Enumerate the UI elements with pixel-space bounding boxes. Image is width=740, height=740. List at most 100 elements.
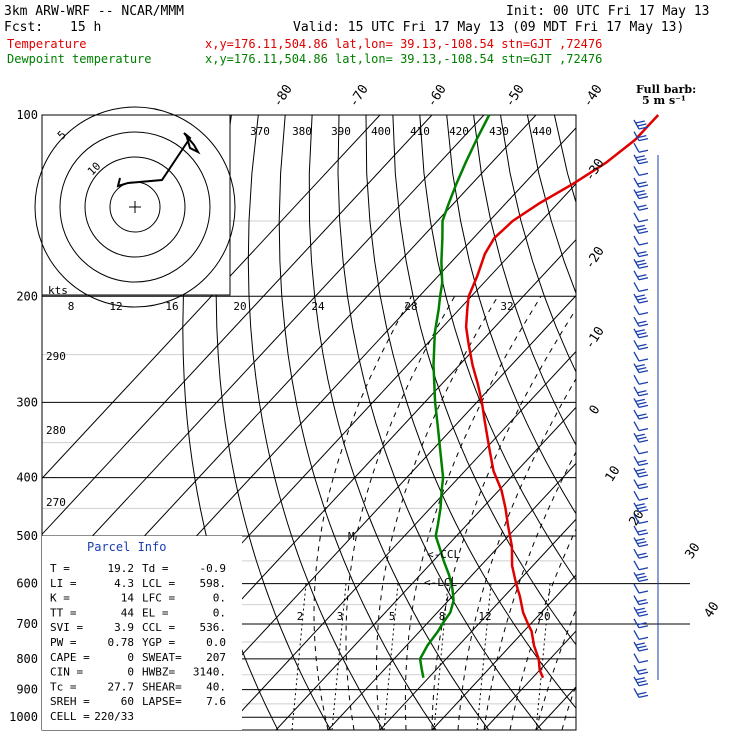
parcel-value: 536. <box>200 621 227 634</box>
mixing-ratio-label: 12 <box>478 610 491 623</box>
barb-staff <box>633 351 640 362</box>
isotherm-label: -30 <box>582 156 607 184</box>
dry-adiabat-label: 270 <box>46 496 66 509</box>
speed-scale-label: 12 <box>109 300 122 313</box>
wind-barb <box>633 363 649 374</box>
hodograph-ring <box>84 156 186 258</box>
wind-barb <box>633 432 649 443</box>
isotherm-label: 20 <box>627 507 648 528</box>
dry-adiabat <box>278 115 437 730</box>
wind-barb <box>633 386 649 397</box>
dewpoint-location: x,y=176.11,504.86 lat,lon= 39.13,-108.54… <box>205 52 602 66</box>
parcel-key: LCL = <box>142 577 175 590</box>
wind-barb <box>633 548 649 559</box>
barb-flag <box>637 610 647 614</box>
barb-flag <box>635 503 645 507</box>
barb-staff <box>633 212 640 223</box>
wind-barb <box>633 479 649 490</box>
barb-flag <box>637 192 647 197</box>
barb-flag <box>638 207 649 211</box>
dry-adiabats <box>182 115 576 730</box>
barb-staff <box>633 363 640 373</box>
barb-flag <box>638 335 649 339</box>
barb-flag <box>635 642 645 646</box>
barb-flag <box>638 161 649 165</box>
dry-adiabat <box>526 115 576 295</box>
wind-barb <box>633 664 649 675</box>
wind-barb <box>633 514 649 525</box>
barb-flag <box>637 482 647 487</box>
barb-flag <box>638 253 649 258</box>
dry-adiabat <box>446 115 576 515</box>
theta-label: 410 <box>410 125 430 138</box>
isotherm-label: -20 <box>582 244 607 272</box>
wind-barb <box>633 444 649 455</box>
fcst-value: 15 h <box>70 20 101 35</box>
barb-flag <box>635 294 645 298</box>
barb-staff <box>633 177 640 188</box>
mixing-ratio-line <box>476 583 492 731</box>
barb-flag <box>635 572 645 577</box>
isotherm-label: 30 <box>683 540 704 561</box>
mixing-ratio-label: 2 <box>297 610 304 623</box>
wind-barb <box>633 502 649 513</box>
barb-staff <box>633 456 640 466</box>
pressure-tick-label: 900 <box>16 683 38 697</box>
mixing-ratio-line <box>433 583 449 731</box>
barb-flag <box>637 123 647 127</box>
pressure-tick-label: 500 <box>16 529 38 543</box>
mixing-ratio-line <box>291 583 307 731</box>
barb-flag <box>638 520 649 525</box>
parcel-key: CIN = <box>50 666 83 679</box>
barb-flag <box>638 625 649 629</box>
barb-flag <box>637 436 647 440</box>
barb-staff <box>633 641 640 652</box>
barb-flag <box>637 390 647 394</box>
speed-scale-label: 20 <box>233 300 246 313</box>
moist-adiabat <box>431 308 576 730</box>
barb-flag <box>637 227 647 232</box>
parcel-value: 0. <box>213 606 226 619</box>
barb-staff <box>633 479 640 489</box>
isotherm-label: -80 <box>270 82 295 110</box>
barb-flag <box>638 509 649 513</box>
isotherm-label: -60 <box>424 82 449 110</box>
barb-flag <box>638 683 649 687</box>
wind-barb <box>633 409 649 420</box>
wind-barb <box>633 653 649 664</box>
barb-flag <box>635 433 645 437</box>
barb-flag <box>638 230 649 235</box>
barb-flag <box>637 332 647 336</box>
barb-flag <box>638 358 649 362</box>
barb-flag <box>638 636 649 641</box>
barb-flag <box>638 404 649 409</box>
barb-flag <box>638 462 649 467</box>
barb-flag <box>638 659 649 664</box>
parcel-value: 40. <box>206 680 226 693</box>
parcel-value: 19.2 <box>108 562 135 575</box>
barb-flag <box>637 645 647 649</box>
speed-scale-label: 32 <box>500 300 513 313</box>
isotherm-line <box>431 574 576 730</box>
ccl-annotation: <-CCL <box>427 548 460 561</box>
parcel-key: SWEAT= <box>142 651 182 664</box>
isotherm-label: -70 <box>346 82 371 110</box>
isotherm-label: 0 <box>587 403 604 418</box>
dry-adiabat <box>419 115 576 581</box>
parcel-value: 0. <box>213 592 226 605</box>
barb-staff <box>633 467 640 478</box>
barb-staff <box>633 270 640 281</box>
melting-annotation: M <box>348 530 355 543</box>
parcel-info-panel: Parcel Info T = 19.2 Td = -0.9 LI = 4.3 LCL = 59… <box>42 535 242 730</box>
dry-adiabat <box>215 115 332 730</box>
parcel-key: HWBZ= <box>142 666 175 679</box>
wind-barb <box>633 595 649 606</box>
wind-barb <box>633 166 649 177</box>
barb-staff <box>633 224 640 234</box>
barb-flag <box>638 555 649 559</box>
parcel-value: 3.9 <box>114 621 134 634</box>
speed-scale-label: 28 <box>404 300 417 313</box>
barb-flag <box>638 427 649 432</box>
lcl-annotation: <-LCL <box>424 576 457 589</box>
